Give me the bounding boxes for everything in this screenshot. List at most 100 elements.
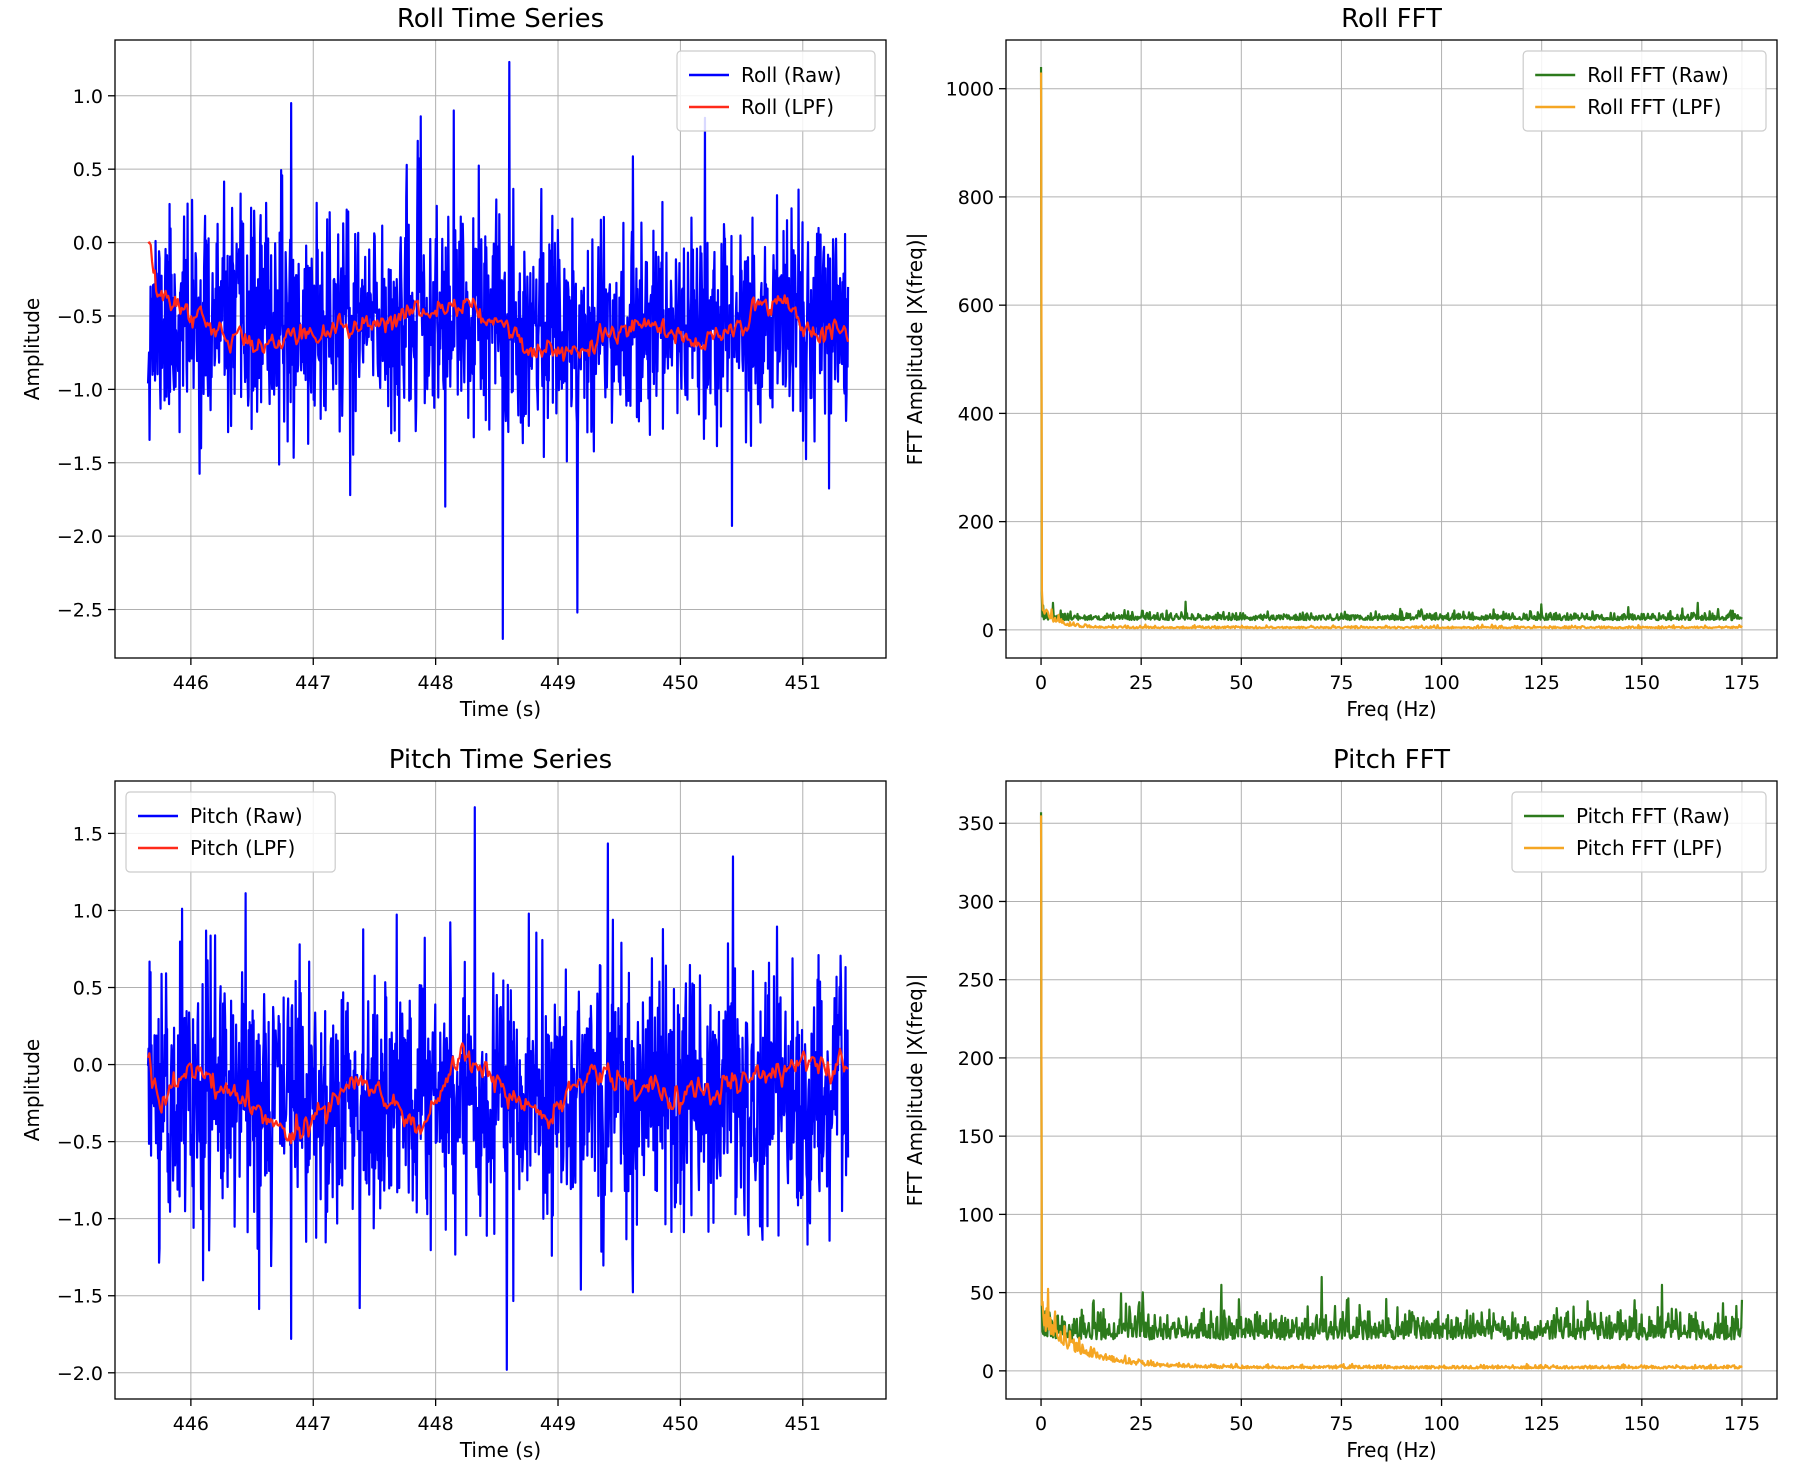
- x-tick-label: 448: [418, 1413, 454, 1435]
- y-tick-label: 150: [958, 1126, 994, 1148]
- y-tick-label: −1.0: [57, 1209, 103, 1231]
- axes-frame: [114, 39, 887, 659]
- y-tick-label: −0.5: [57, 306, 103, 328]
- x-tick-label: 175: [1724, 672, 1760, 694]
- chart-title: Roll Time Series: [397, 4, 604, 34]
- x-tick-label: 446: [173, 1413, 209, 1435]
- y-tick-label: −2.5: [57, 600, 103, 622]
- legend-label: Pitch (LPF): [190, 836, 295, 860]
- legend: Pitch FFT (Raw) Pitch FFT (LPF): [1511, 791, 1767, 873]
- y-tick-label: 1.0: [73, 900, 103, 922]
- series-line-0: [1039, 812, 1744, 1341]
- x-tick-label: 100: [1423, 1413, 1459, 1435]
- series-line-1: [1039, 815, 1743, 1370]
- pitch-fft-panel: 0 25 50 75 100 125 150 175 0 50 100 150 200 250 300 350…: [903, 745, 1778, 1462]
- x-tick-label: 0: [1035, 672, 1047, 694]
- x-tick-label: 449: [540, 1413, 576, 1435]
- x-axis-label: Freq (Hz): [1346, 697, 1436, 721]
- series-line-1: [147, 241, 850, 362]
- legend-box: [1522, 50, 1767, 132]
- axes-frame: [114, 780, 887, 1400]
- y-tick-label: −2.0: [57, 1363, 103, 1385]
- y-tick-label: 350: [958, 813, 994, 835]
- legend-label: Pitch FFT (LPF): [1576, 836, 1723, 860]
- chart-title: Pitch FFT: [1333, 745, 1450, 775]
- chart-title: Roll FFT: [1341, 4, 1442, 34]
- roll-ts-panel: 446 447 448 449 450 451 −2.5 −2.0 −1.5 −1.0 −0.5 0.…: [20, 4, 887, 721]
- y-tick-label: 0.0: [73, 1055, 103, 1077]
- x-tick-label: 150: [1624, 1413, 1660, 1435]
- x-tick-label: 50: [1229, 672, 1253, 694]
- x-tick-label: 451: [785, 1413, 821, 1435]
- x-tick-label: 150: [1624, 672, 1660, 694]
- y-tick-label: 0.0: [73, 233, 103, 255]
- legend-box: [125, 791, 336, 873]
- y-tick-label: 1000: [946, 79, 994, 101]
- x-tick-label: 125: [1524, 1413, 1560, 1435]
- x-tick-label: 50: [1229, 1413, 1253, 1435]
- x-axis-label: Time (s): [459, 1438, 541, 1462]
- x-tick-label: 450: [662, 672, 698, 694]
- y-tick-label: 300: [958, 891, 994, 913]
- y-axis-label: Amplitude: [20, 1039, 44, 1142]
- pitch-ts-panel: 446 447 448 449 450 451 −2.0 −1.5 −1.0 −0.5 0.0 0.5…: [20, 745, 887, 1462]
- y-axis-label: FFT Amplitude |X(freq)|: [903, 974, 927, 1207]
- y-tick-label: 600: [958, 295, 994, 317]
- x-tick-label: 451: [785, 672, 821, 694]
- y-tick-label: 800: [958, 187, 994, 209]
- y-tick-label: 250: [958, 970, 994, 992]
- legend-label: Roll (Raw): [741, 63, 841, 87]
- legend: Roll (Raw) Roll (LPF): [676, 50, 876, 132]
- legend-label: Pitch FFT (Raw): [1576, 804, 1730, 828]
- y-tick-label: 0: [982, 620, 994, 642]
- y-tick-label: 200: [958, 1048, 994, 1070]
- x-tick-label: 449: [540, 672, 576, 694]
- series-line-1: [146, 1042, 849, 1145]
- y-axis-label: FFT Amplitude |X(freq)|: [903, 233, 927, 466]
- x-tick-label: 100: [1423, 672, 1459, 694]
- legend-label: Pitch (Raw): [190, 804, 303, 828]
- x-tick-label: 125: [1524, 672, 1560, 694]
- x-tick-label: 450: [662, 1413, 698, 1435]
- y-tick-label: −1.5: [57, 453, 103, 475]
- axes-frame: [1005, 780, 1778, 1400]
- x-tick-label: 447: [295, 1413, 331, 1435]
- x-tick-label: 448: [418, 672, 454, 694]
- x-tick-label: 0: [1035, 1413, 1047, 1435]
- x-tick-label: 75: [1329, 672, 1353, 694]
- y-tick-label: 1.5: [73, 823, 103, 845]
- y-tick-label: 200: [958, 512, 994, 534]
- roll-fft-panel: 0 25 50 75 100 125 150 175 0 200 400 600 800 1000 Roll…: [903, 4, 1778, 721]
- series-line-0: [146, 806, 850, 1371]
- series-line-0: [1039, 67, 1743, 622]
- y-tick-label: 0.5: [73, 978, 103, 1000]
- y-tick-label: 100: [958, 1204, 994, 1226]
- y-tick-label: −2.0: [57, 526, 103, 548]
- series-line-0: [146, 60, 850, 641]
- legend-label: Roll FFT (LPF): [1587, 95, 1721, 119]
- y-tick-label: 1.0: [73, 86, 103, 108]
- chart-title: Pitch Time Series: [389, 745, 612, 775]
- y-tick-label: 50: [970, 1283, 994, 1305]
- y-tick-label: 400: [958, 403, 994, 425]
- x-tick-label: 175: [1724, 1413, 1760, 1435]
- legend: Pitch (Raw) Pitch (LPF): [125, 791, 336, 873]
- legend-label: Roll FFT (Raw): [1587, 63, 1729, 87]
- y-tick-label: −1.5: [57, 1286, 103, 1308]
- y-tick-label: −1.0: [57, 379, 103, 401]
- x-axis-label: Time (s): [459, 697, 541, 721]
- y-tick-label: −0.5: [57, 1132, 103, 1154]
- legend-box: [676, 50, 876, 132]
- x-tick-label: 25: [1129, 1413, 1153, 1435]
- legend: Roll FFT (Raw) Roll FFT (LPF): [1522, 50, 1767, 132]
- y-tick-label: 0.5: [73, 159, 103, 181]
- x-tick-label: 75: [1329, 1413, 1353, 1435]
- series-line-1: [1039, 72, 1743, 630]
- x-tick-label: 447: [295, 672, 331, 694]
- x-tick-label: 446: [173, 672, 209, 694]
- x-tick-label: 25: [1129, 672, 1153, 694]
- x-axis-label: Freq (Hz): [1346, 1438, 1436, 1462]
- axes-frame: [1005, 39, 1778, 659]
- y-tick-label: 0: [982, 1361, 994, 1383]
